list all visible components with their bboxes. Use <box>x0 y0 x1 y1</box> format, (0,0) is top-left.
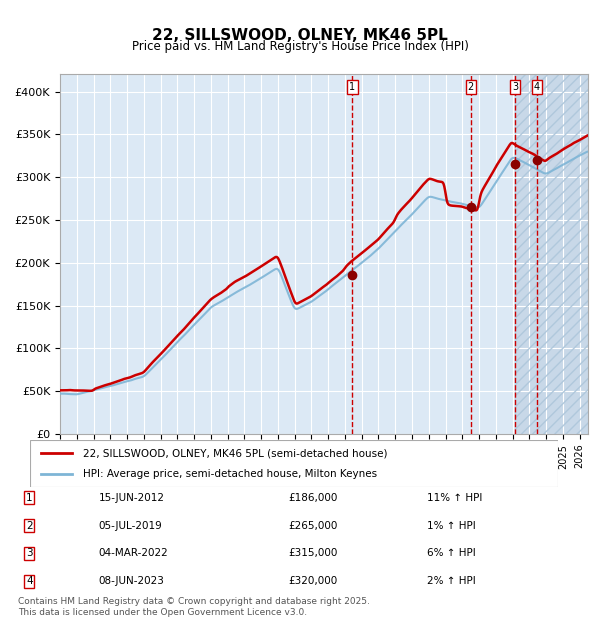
Text: £315,000: £315,000 <box>289 548 338 559</box>
Text: 05-JUL-2019: 05-JUL-2019 <box>98 521 162 531</box>
Text: Contains HM Land Registry data © Crown copyright and database right 2025.
This d: Contains HM Land Registry data © Crown c… <box>18 598 370 617</box>
Text: 22, SILLSWOOD, OLNEY, MK46 5PL (semi-detached house): 22, SILLSWOOD, OLNEY, MK46 5PL (semi-det… <box>83 448 388 458</box>
Bar <box>515 74 588 434</box>
Text: £265,000: £265,000 <box>289 521 338 531</box>
Text: 22, SILLSWOOD, OLNEY, MK46 5PL: 22, SILLSWOOD, OLNEY, MK46 5PL <box>152 28 448 43</box>
Text: £186,000: £186,000 <box>289 493 338 503</box>
Text: 2% ↑ HPI: 2% ↑ HPI <box>427 576 475 586</box>
Text: 1: 1 <box>26 493 32 503</box>
Text: HPI: Average price, semi-detached house, Milton Keynes: HPI: Average price, semi-detached house,… <box>83 469 377 479</box>
Text: 4: 4 <box>533 82 540 92</box>
Text: 3: 3 <box>26 548 32 559</box>
Bar <box>515 74 588 434</box>
Text: 6% ↑ HPI: 6% ↑ HPI <box>427 548 475 559</box>
Text: 1% ↑ HPI: 1% ↑ HPI <box>427 521 475 531</box>
Text: 15-JUN-2012: 15-JUN-2012 <box>98 493 164 503</box>
Text: 3: 3 <box>512 82 518 92</box>
Text: 2: 2 <box>468 82 474 92</box>
FancyBboxPatch shape <box>30 440 558 487</box>
Text: Price paid vs. HM Land Registry's House Price Index (HPI): Price paid vs. HM Land Registry's House … <box>131 40 469 53</box>
Text: 04-MAR-2022: 04-MAR-2022 <box>98 548 168 559</box>
Text: 4: 4 <box>26 576 32 586</box>
Text: 11% ↑ HPI: 11% ↑ HPI <box>427 493 482 503</box>
Text: 08-JUN-2023: 08-JUN-2023 <box>98 576 164 586</box>
Text: 2: 2 <box>26 521 32 531</box>
Text: £320,000: £320,000 <box>289 576 338 586</box>
Text: 1: 1 <box>349 82 356 92</box>
